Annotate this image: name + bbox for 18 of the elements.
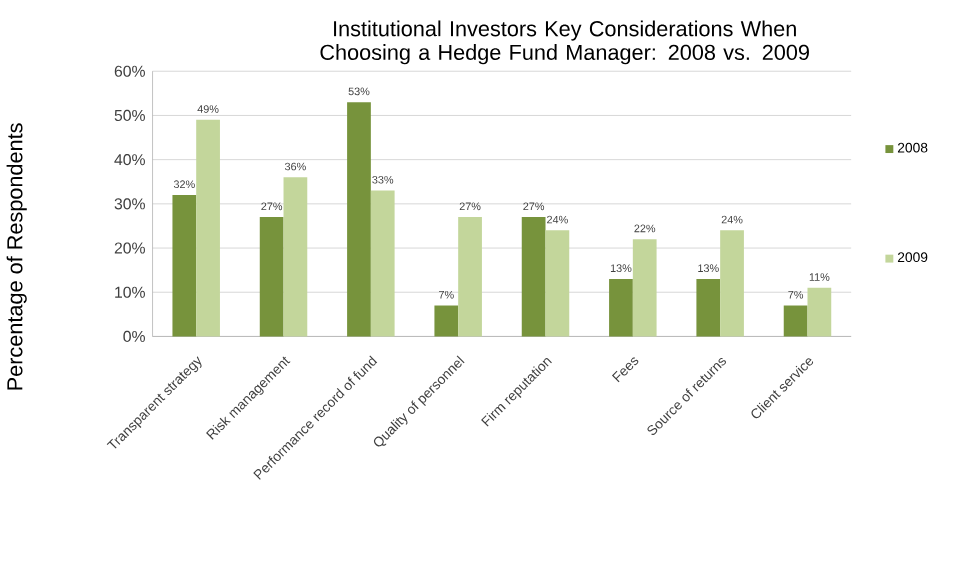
bar <box>370 190 395 337</box>
bar <box>545 230 570 337</box>
bar <box>696 279 721 337</box>
bar <box>347 102 371 337</box>
bar <box>807 287 832 337</box>
bar <box>259 217 284 337</box>
bar <box>632 239 657 337</box>
bar <box>609 279 633 337</box>
bar <box>783 305 808 337</box>
bar <box>720 230 744 337</box>
bar <box>434 305 459 337</box>
bar <box>196 119 220 337</box>
bar <box>172 195 197 337</box>
bar <box>458 217 482 337</box>
chart-title: Institutional Investors Key Considerations When Choosing a Hedge Fund Manager: 2008 vs. 2009 <box>320 20 809 65</box>
bar <box>521 217 546 337</box>
bar <box>283 177 308 337</box>
y-axis-title: Percentage of Respondents <box>6 123 27 390</box>
